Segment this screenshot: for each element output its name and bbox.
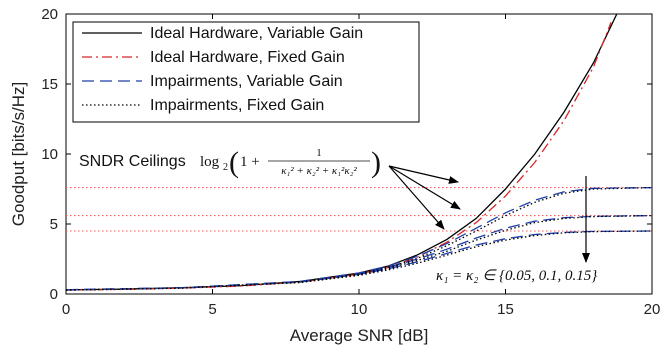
series-layer <box>66 14 652 291</box>
series-line-2-2 <box>66 230 652 291</box>
sndr-ceilings-label: SNDR Ceilings <box>79 153 186 170</box>
sndr-arrow-middle <box>388 165 461 210</box>
sndr-formula-one-plus: 1 + <box>240 154 260 170</box>
legend-label: Impairments, Fixed Gain <box>150 97 324 114</box>
sndr-formula-log-base: 2 <box>223 162 228 173</box>
series-line-1 <box>66 22 612 291</box>
y-tick-label: 15 <box>41 76 58 93</box>
series-line-3-1 <box>66 214 652 291</box>
sndr-formula-log: log <box>200 154 220 170</box>
y-tick-label: 0 <box>50 286 58 303</box>
x-tick-label: 10 <box>351 301 368 318</box>
sndr-formula: log 2 ( 1 + 1 κ₁² + κ₂² + κ₁²κ₂² ) <box>200 146 381 179</box>
sndr-formula-open-paren: ( <box>229 146 239 179</box>
x-axis-ticks: 0 5 10 15 20 <box>62 14 661 318</box>
legend: Ideal Hardware, Variable Gain Ideal Hardw… <box>72 21 420 123</box>
sndr-formula-numerator: 1 <box>316 147 322 159</box>
x-tick-label: 0 <box>62 301 70 318</box>
legend-label: Ideal Hardware, Fixed Gain <box>150 49 345 66</box>
y-tick-label: 20 <box>41 6 58 23</box>
sndr-formula-close-paren: ) <box>371 146 381 179</box>
kappa-label: κ₁ = κ₂ ∈ {0.05, 0.1, 0.15} <box>436 268 597 284</box>
x-axis-label: Average SNR [dB] <box>290 326 429 345</box>
y-axis-label: Goodput [bits/s/Hz] <box>9 82 28 227</box>
sndr-arrow-bottom <box>388 165 445 230</box>
legend-label: Impairments, Variable Gain <box>150 73 343 90</box>
sndr-arrow-top <box>388 165 459 184</box>
legend-label: Ideal Hardware, Variable Gain <box>150 25 363 42</box>
sndr-formula-denominator: κ₁² + κ₂² + κ₁²κ₂² <box>281 165 357 177</box>
sndr-ceiling-lines <box>66 187 652 232</box>
y-tick-label: 5 <box>50 216 58 233</box>
x-tick-label: 20 <box>644 301 661 318</box>
x-tick-label: 5 <box>208 301 216 318</box>
y-axis-ticks: 0 5 10 15 20 <box>41 6 652 303</box>
sndr-annotation: SNDR Ceilings log 2 ( 1 + 1 κ₁² + κ₂² + … <box>79 146 461 230</box>
y-tick-label: 10 <box>41 146 58 163</box>
kappa-annotation: κ₁ = κ₂ ∈ {0.05, 0.1, 0.15} <box>436 176 597 284</box>
x-tick-label: 15 <box>497 301 514 318</box>
